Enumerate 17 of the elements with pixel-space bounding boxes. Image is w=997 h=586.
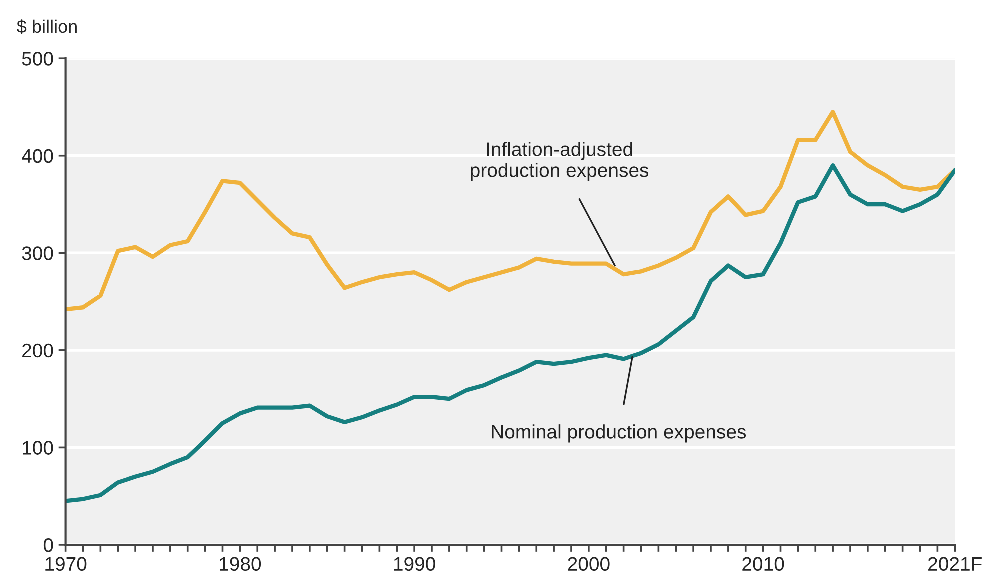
- line-series: [66, 164, 956, 504]
- y-tick-label: 0: [44, 538, 54, 552]
- y-axis-title: $ billion: [17, 20, 77, 34]
- x-tick-label: 2010: [742, 557, 784, 572]
- x-tick-label: 1990: [394, 557, 436, 572]
- line-series: [66, 110, 956, 312]
- x-tick-label: 1980: [220, 557, 262, 572]
- x-tick-label: 1970: [46, 557, 87, 572]
- y-tick-label: 200: [22, 344, 54, 358]
- x-tick-label: 2021F: [928, 557, 982, 572]
- y-tick-label: 400: [22, 149, 54, 164]
- y-tick-label: 100: [23, 441, 54, 455]
- annotation: Nominal production expenses: [492, 424, 746, 443]
- x-tick-label: 2000: [568, 557, 610, 572]
- y-tick-label: 300: [22, 246, 54, 260]
- y-tick-label: 500: [22, 52, 54, 66]
- annotation: Inflation-adjusted production expenses: [471, 142, 649, 182]
